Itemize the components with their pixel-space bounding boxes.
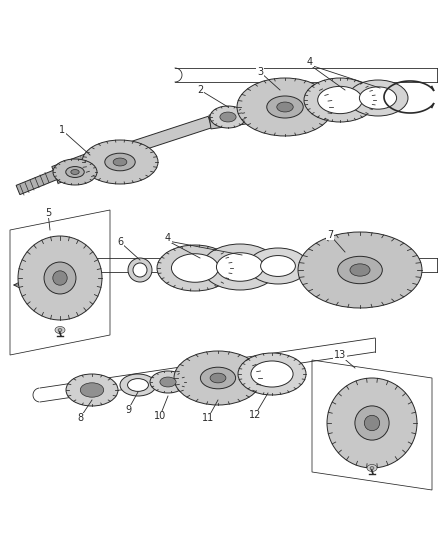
Text: 8: 8 (77, 413, 83, 423)
Ellipse shape (120, 374, 156, 396)
Polygon shape (98, 116, 212, 164)
Ellipse shape (238, 353, 306, 395)
Text: 10: 10 (154, 411, 166, 421)
Ellipse shape (338, 256, 382, 284)
Ellipse shape (53, 271, 67, 285)
Ellipse shape (267, 96, 303, 118)
Ellipse shape (210, 373, 226, 383)
Ellipse shape (350, 264, 370, 276)
Ellipse shape (220, 112, 236, 122)
Ellipse shape (277, 102, 293, 112)
Ellipse shape (128, 258, 152, 282)
Ellipse shape (364, 415, 380, 431)
Ellipse shape (251, 361, 293, 387)
Ellipse shape (66, 374, 118, 406)
Text: 5: 5 (45, 208, 51, 218)
Ellipse shape (105, 153, 135, 171)
Ellipse shape (318, 86, 362, 114)
Text: 4: 4 (165, 233, 171, 243)
Ellipse shape (360, 87, 396, 109)
Text: 7: 7 (327, 230, 333, 240)
Ellipse shape (160, 377, 176, 387)
Ellipse shape (298, 232, 422, 308)
Ellipse shape (18, 236, 102, 320)
Text: 1: 1 (59, 125, 65, 135)
Ellipse shape (237, 78, 333, 136)
Ellipse shape (216, 253, 264, 281)
Ellipse shape (348, 80, 408, 116)
Ellipse shape (80, 383, 104, 397)
Text: 9: 9 (125, 405, 131, 415)
Text: 6: 6 (117, 237, 123, 247)
Ellipse shape (327, 378, 417, 468)
Text: 2: 2 (197, 85, 203, 95)
Ellipse shape (174, 351, 262, 405)
Polygon shape (209, 98, 331, 129)
Ellipse shape (355, 406, 389, 440)
Polygon shape (16, 171, 57, 195)
Text: 4: 4 (307, 57, 313, 67)
Ellipse shape (113, 158, 127, 166)
Ellipse shape (261, 255, 295, 277)
Text: 12: 12 (249, 410, 261, 420)
Ellipse shape (133, 263, 147, 277)
Ellipse shape (58, 328, 62, 332)
Ellipse shape (248, 248, 308, 284)
Ellipse shape (55, 327, 65, 334)
Ellipse shape (127, 378, 148, 391)
Text: 13: 13 (334, 350, 346, 360)
Text: 3: 3 (257, 67, 263, 77)
Ellipse shape (171, 254, 219, 282)
Ellipse shape (201, 367, 236, 389)
Ellipse shape (210, 106, 246, 128)
Polygon shape (52, 150, 103, 183)
Ellipse shape (370, 466, 374, 470)
Ellipse shape (304, 78, 376, 122)
Ellipse shape (82, 140, 158, 184)
Ellipse shape (71, 169, 79, 174)
Ellipse shape (44, 262, 76, 294)
Ellipse shape (53, 159, 97, 185)
Ellipse shape (157, 245, 233, 291)
Ellipse shape (367, 464, 377, 472)
Text: 11: 11 (202, 413, 214, 423)
Ellipse shape (150, 371, 186, 393)
Ellipse shape (66, 166, 84, 177)
Ellipse shape (202, 244, 278, 290)
